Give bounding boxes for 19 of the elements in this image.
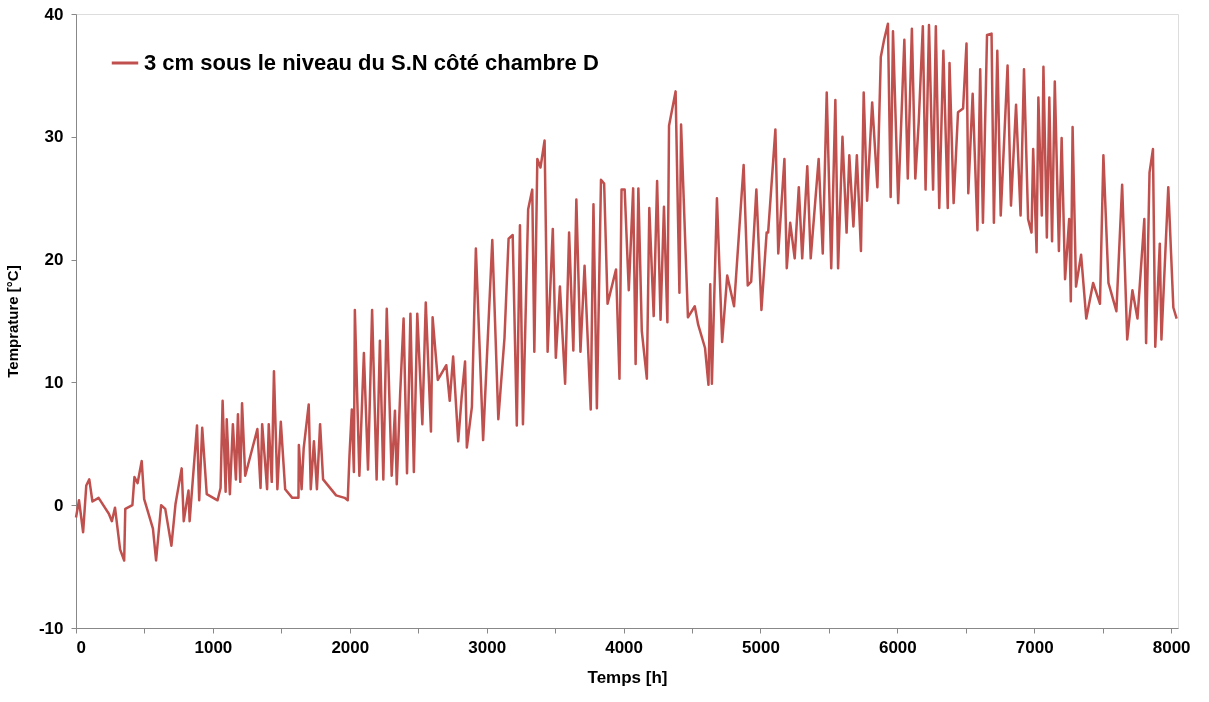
x-tick-label: 2000: [331, 637, 370, 657]
y-tick-label: 0: [54, 495, 64, 515]
y-tick-label: 30: [44, 127, 64, 147]
x-tick-label: 7000: [1015, 637, 1054, 657]
x-tick-label: 8000: [1152, 637, 1191, 657]
x-tick-label: 4000: [605, 637, 643, 657]
legend-label: 3 cm sous le niveau du S.N côté chambre D: [144, 50, 599, 75]
y-tick-label: 40: [44, 4, 64, 24]
line-series: [74, 22, 1178, 562]
y-tick-label: -10: [38, 618, 64, 638]
x-tick-label: 5000: [742, 637, 780, 657]
x-tick-label: 6000: [878, 637, 917, 657]
x-axis-title: Temps [h]: [587, 667, 668, 687]
x-tick-label: 3000: [468, 637, 507, 657]
y-axis-title: Temprature [°C]: [3, 265, 21, 378]
x-tick-label: 1000: [194, 637, 233, 657]
x-tick-label: 0: [76, 637, 86, 657]
y-tick-label: 20: [44, 250, 64, 270]
y-tick-label: 10: [44, 372, 64, 392]
